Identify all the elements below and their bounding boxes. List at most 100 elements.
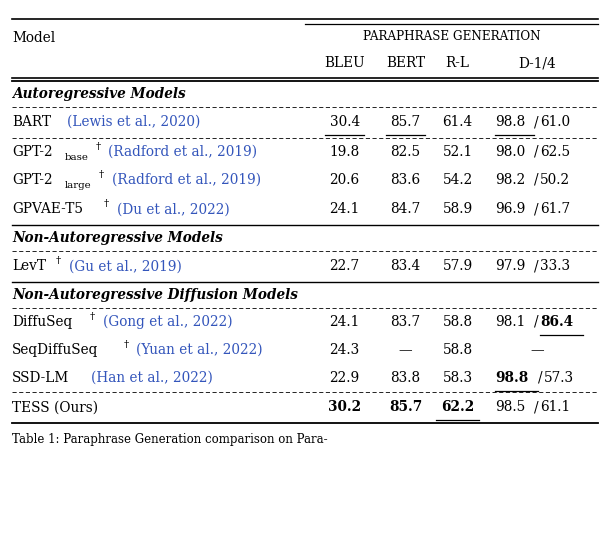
Text: /: / bbox=[534, 145, 539, 159]
Text: 33.3: 33.3 bbox=[540, 259, 570, 273]
Text: (Lewis et al., 2020): (Lewis et al., 2020) bbox=[67, 115, 201, 129]
Text: 98.8/61.0: 98.8/61.0 bbox=[504, 115, 569, 129]
Text: 98.2: 98.2 bbox=[495, 173, 525, 187]
Text: 83.6: 83.6 bbox=[390, 173, 421, 187]
Text: 19.8: 19.8 bbox=[329, 145, 360, 159]
Text: PARAPHRASE GENERATION: PARAPHRASE GENERATION bbox=[362, 30, 540, 43]
Text: 97.9/33.3: 97.9/33.3 bbox=[504, 259, 569, 273]
Text: /: / bbox=[534, 315, 539, 329]
Text: †: † bbox=[104, 200, 109, 208]
Text: (Radford et al., 2019): (Radford et al., 2019) bbox=[108, 145, 257, 159]
Text: (Yuan et al., 2022): (Yuan et al., 2022) bbox=[137, 343, 263, 357]
Text: 98.1/86.4: 98.1/86.4 bbox=[504, 315, 569, 329]
Text: †: † bbox=[95, 142, 101, 151]
Text: 24.3: 24.3 bbox=[329, 343, 360, 357]
Text: /: / bbox=[534, 115, 539, 129]
Text: 84.7: 84.7 bbox=[390, 202, 421, 216]
Text: †: † bbox=[124, 340, 129, 349]
Text: 85.7: 85.7 bbox=[389, 400, 422, 414]
Text: 98.0: 98.0 bbox=[495, 145, 525, 159]
Text: 98.1: 98.1 bbox=[495, 315, 525, 329]
Text: 98.8/57.3: 98.8/57.3 bbox=[504, 371, 569, 385]
Text: BLEU: BLEU bbox=[325, 56, 365, 70]
Text: D-1/4: D-1/4 bbox=[518, 56, 556, 70]
Text: GPVAE-T5: GPVAE-T5 bbox=[12, 202, 83, 216]
Text: 98.8: 98.8 bbox=[495, 371, 528, 385]
Text: BART: BART bbox=[12, 115, 51, 129]
Text: /: / bbox=[534, 202, 539, 216]
Text: LevT: LevT bbox=[12, 259, 46, 273]
Text: Table 1: Paraphrase Generation comparison on Para-: Table 1: Paraphrase Generation compariso… bbox=[12, 433, 328, 445]
Text: R-L: R-L bbox=[445, 56, 470, 70]
Text: 83.8: 83.8 bbox=[390, 371, 421, 385]
Text: 54.2: 54.2 bbox=[442, 173, 473, 187]
Text: large: large bbox=[65, 181, 92, 189]
Text: 97.9: 97.9 bbox=[495, 259, 525, 273]
Text: Non-Autoregressive Models: Non-Autoregressive Models bbox=[12, 231, 223, 245]
Text: 22.7: 22.7 bbox=[329, 259, 360, 273]
Text: /: / bbox=[534, 173, 539, 187]
Text: —: — bbox=[399, 343, 412, 357]
Text: 30.4: 30.4 bbox=[329, 115, 360, 129]
Text: /: / bbox=[534, 202, 539, 216]
Text: SeqDiffuSeq: SeqDiffuSeq bbox=[12, 343, 99, 357]
Text: 86.4: 86.4 bbox=[540, 315, 573, 329]
Text: 57.9: 57.9 bbox=[442, 259, 473, 273]
Text: 61.7: 61.7 bbox=[540, 202, 570, 216]
Text: 62.5: 62.5 bbox=[540, 145, 570, 159]
Text: 98.5/61.1: 98.5/61.1 bbox=[504, 400, 569, 414]
Text: 98.8: 98.8 bbox=[495, 115, 525, 129]
Text: 96.9/61.7: 96.9/61.7 bbox=[504, 202, 569, 216]
Text: †: † bbox=[90, 312, 95, 321]
Text: /: / bbox=[534, 145, 539, 159]
Text: /: / bbox=[534, 400, 539, 414]
Text: 96.9: 96.9 bbox=[495, 202, 525, 216]
Text: BERT: BERT bbox=[386, 56, 425, 70]
Text: base: base bbox=[65, 153, 88, 161]
Text: 85.7: 85.7 bbox=[390, 115, 421, 129]
Text: 82.5: 82.5 bbox=[390, 145, 421, 159]
Text: (Radford et al., 2019): (Radford et al., 2019) bbox=[112, 173, 261, 187]
Text: (Gu et al., 2019): (Gu et al., 2019) bbox=[69, 259, 182, 273]
Text: 62.2: 62.2 bbox=[441, 400, 474, 414]
Text: /: / bbox=[534, 259, 539, 273]
Text: GPT-2: GPT-2 bbox=[12, 145, 53, 159]
Text: /: / bbox=[538, 371, 542, 385]
Text: Autoregressive Models: Autoregressive Models bbox=[12, 87, 186, 101]
Text: —: — bbox=[530, 343, 544, 357]
Text: 52.1: 52.1 bbox=[442, 145, 473, 159]
Text: (Du et al., 2022): (Du et al., 2022) bbox=[117, 202, 229, 216]
Text: 30.2: 30.2 bbox=[328, 400, 361, 414]
Text: /: / bbox=[538, 371, 542, 385]
Text: /: / bbox=[534, 173, 539, 187]
Text: 58.3: 58.3 bbox=[442, 371, 473, 385]
Text: 61.1: 61.1 bbox=[540, 400, 570, 414]
Text: base: base bbox=[65, 153, 88, 161]
Text: Model: Model bbox=[12, 31, 56, 45]
Text: /: / bbox=[534, 400, 539, 414]
Text: 98.2/50.2: 98.2/50.2 bbox=[504, 173, 569, 187]
Text: 58.8: 58.8 bbox=[442, 315, 473, 329]
Text: †: † bbox=[56, 257, 62, 265]
Text: 83.4: 83.4 bbox=[390, 259, 421, 273]
Text: Non-Autoregressive Diffusion Models: Non-Autoregressive Diffusion Models bbox=[12, 288, 298, 302]
Text: 61.4: 61.4 bbox=[442, 115, 473, 129]
Text: 22.9: 22.9 bbox=[329, 371, 360, 385]
Text: 20.6: 20.6 bbox=[329, 173, 360, 187]
Text: 98.0/62.5: 98.0/62.5 bbox=[504, 145, 569, 159]
Text: 50.2: 50.2 bbox=[540, 173, 570, 187]
Text: TESS (Ours): TESS (Ours) bbox=[12, 400, 98, 414]
Text: /: / bbox=[534, 115, 539, 129]
Text: /: / bbox=[534, 259, 539, 273]
Text: 24.1: 24.1 bbox=[329, 202, 360, 216]
Text: (Gong et al., 2022): (Gong et al., 2022) bbox=[102, 315, 232, 329]
Text: 98.5: 98.5 bbox=[495, 400, 525, 414]
Text: 58.9: 58.9 bbox=[442, 202, 473, 216]
Text: †: † bbox=[99, 170, 104, 179]
Text: large: large bbox=[65, 181, 92, 189]
Text: 57.3: 57.3 bbox=[544, 371, 574, 385]
Text: (Han et al., 2022): (Han et al., 2022) bbox=[91, 371, 213, 385]
Text: DiffuSeq: DiffuSeq bbox=[12, 315, 73, 329]
Text: 83.7: 83.7 bbox=[390, 315, 421, 329]
Text: /: / bbox=[534, 315, 539, 329]
